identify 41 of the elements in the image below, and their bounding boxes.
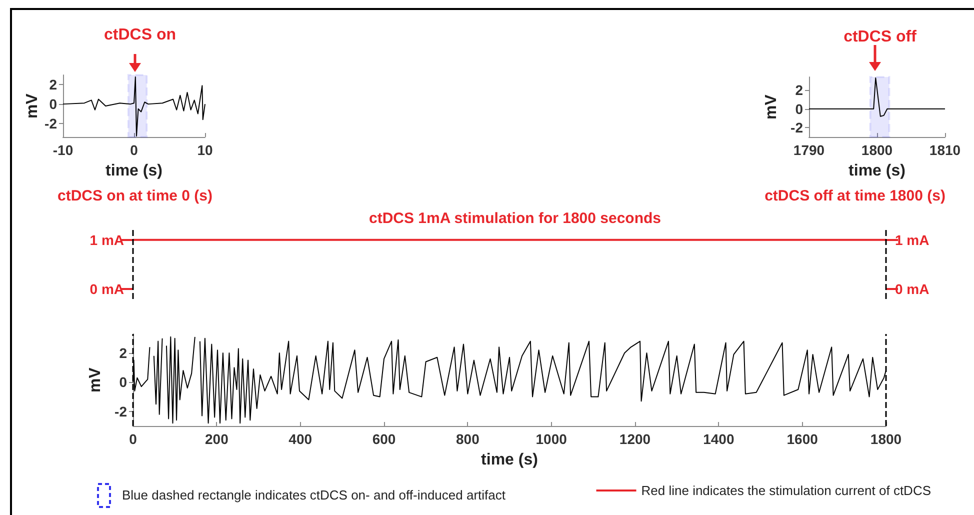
y-axis-title: mV: [763, 94, 780, 120]
x-tick-label: -10: [52, 142, 74, 158]
y-tick-label: 0: [119, 374, 128, 390]
y-tick-label: 2: [119, 344, 128, 361]
legend-label: Red line indicates the stimulation current of ctDCS: [641, 483, 932, 498]
x-tick-label: 0: [130, 142, 138, 158]
y-axis-title: mV: [87, 367, 104, 392]
x-tick-label: 1600: [786, 431, 818, 447]
x-tick-label: 200: [204, 431, 229, 447]
y-tick-label: 2: [49, 76, 58, 93]
y2-tick-label: 1 mA: [895, 232, 930, 248]
chart-title: ctDCS 1mA stimulation for 1800 seconds: [368, 210, 662, 227]
x-tick-label: 1800: [861, 142, 893, 158]
x-axis-title: time (s): [106, 162, 162, 180]
x-axis-title: time (s): [848, 162, 906, 180]
x-tick-label: 800: [456, 431, 480, 447]
x-tick-label: 1790: [793, 142, 825, 158]
x-tick-label: 1400: [703, 431, 734, 447]
chart-title: ctDCS on: [104, 26, 176, 44]
x-tick-label: 0: [129, 431, 138, 447]
chart-title: ctDCS off: [844, 28, 918, 46]
x-tick-label: 1200: [619, 431, 651, 447]
y-tick-label: -2: [44, 115, 58, 132]
y-tick-label: -2: [114, 403, 128, 420]
x-tick-label: 1810: [929, 142, 961, 158]
x-tick-label: 400: [288, 431, 312, 447]
y-tick-label: 0 mA: [90, 281, 124, 298]
text: Blue dashed rectangle indicates ctDCS on- and off-induced artifact: [122, 488, 506, 502]
x-tick-label: 600: [372, 431, 396, 447]
x-axis-title: time (s): [481, 452, 538, 468]
y-tick-label: 0: [795, 100, 804, 117]
text: ctDCS on at time 0 (s): [57, 188, 213, 204]
x-tick-label: 1800: [870, 431, 902, 447]
x-tick-label: 10: [197, 142, 213, 158]
x-tick-label: 1000: [536, 431, 568, 447]
y-axis-title: mV: [24, 93, 42, 118]
y-tick-label: -2: [790, 120, 804, 136]
y-tick-label: 1 mA: [90, 232, 124, 248]
y-tick-label: 0: [49, 96, 58, 112]
y-tick-label: 2: [795, 82, 804, 98]
text: ctDCS off at time 1800 (s): [764, 188, 946, 204]
